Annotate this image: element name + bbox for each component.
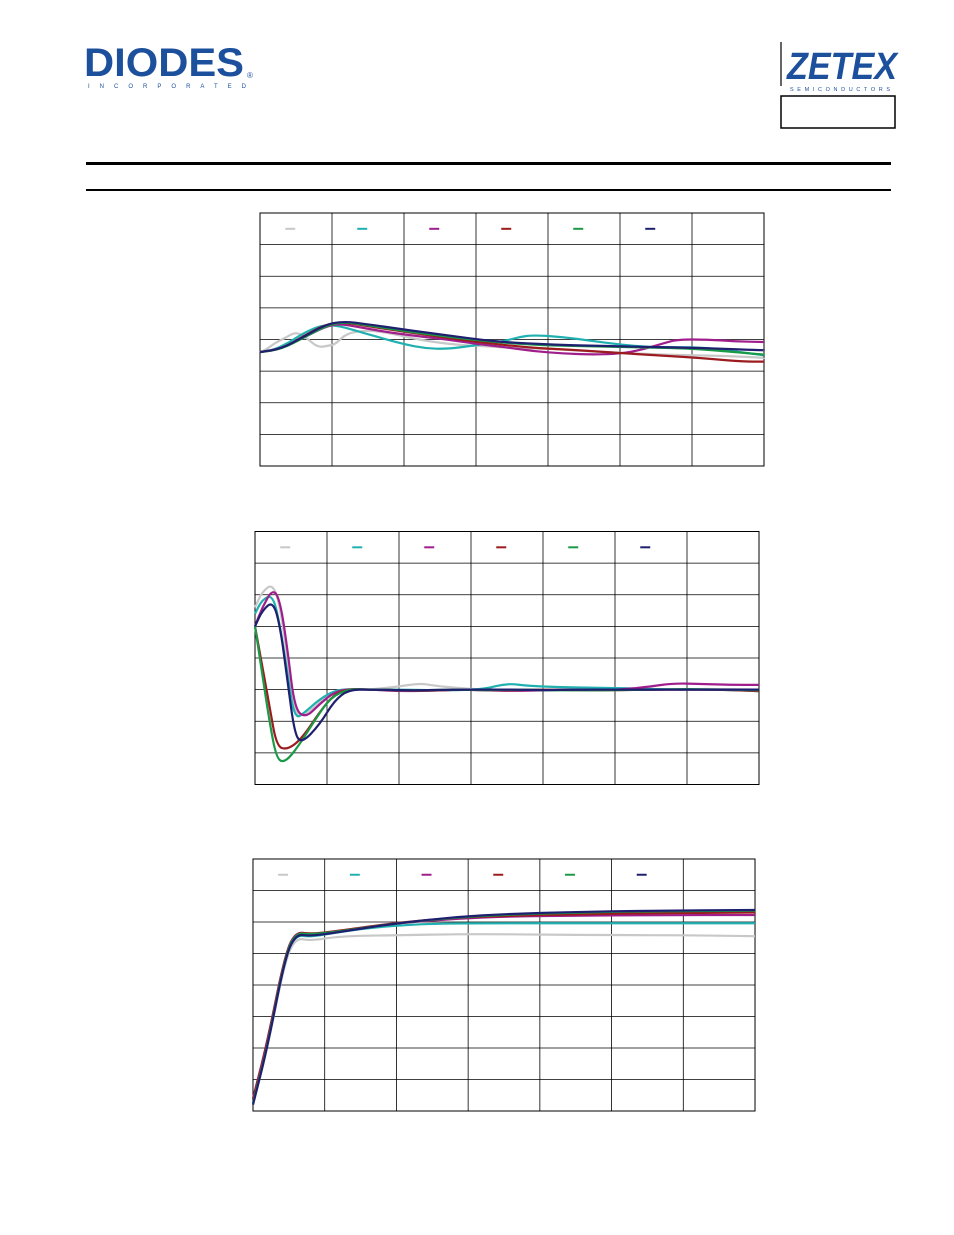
- diodes-logo: DIODES ® INCORPORATED: [84, 41, 253, 90]
- header-box: [780, 95, 896, 129]
- chart-3: [251, 858, 757, 1112]
- zetex-logo-text: ZETEX: [786, 46, 899, 88]
- series-line-6: [254, 603, 759, 742]
- header-rule-top: [86, 162, 891, 165]
- header-rule-bottom: [86, 189, 891, 191]
- diodes-logo-text: DIODES: [84, 41, 244, 85]
- chart-1: [259, 212, 765, 467]
- zetex-logo-subtext: SEMICONDUCTORS: [790, 87, 890, 93]
- series-line-6: [259, 320, 765, 354]
- chart-2: [254, 531, 760, 785]
- zetex-logo: ZETEX SEMICONDUCTORS: [780, 42, 899, 129]
- diodes-logo-mark: ®: [247, 71, 253, 80]
- series-line-6: [251, 908, 757, 1105]
